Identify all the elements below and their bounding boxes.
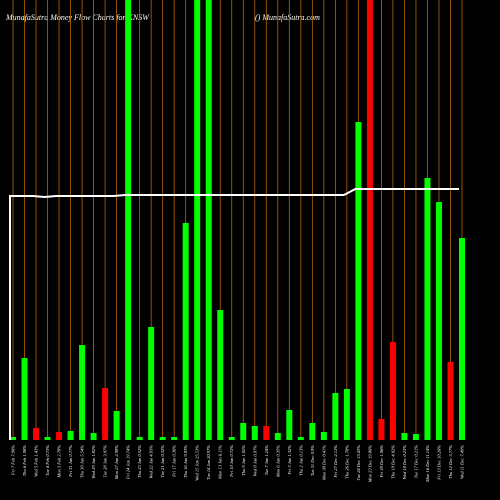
x-tick-label: Thu 19 Dec 4.02% — [390, 445, 395, 479]
x-tick-label: Thu 26 Dec 1.78% — [344, 445, 349, 479]
x-tick-label: Wed 8 Jan 0.97% — [252, 445, 257, 477]
bar — [263, 426, 270, 440]
x-tick-label: Fri 17 Jan 0.36% — [172, 445, 177, 478]
x-tick-label: Mon 23 Dec 19.86% — [367, 445, 372, 483]
x-tick-label: Thu 6 Feb 1.98% — [22, 445, 27, 476]
bar — [90, 433, 97, 440]
x-tick-label: Mon 30 Dec 0.41% — [321, 445, 326, 481]
bar — [240, 423, 247, 440]
bar — [217, 310, 224, 440]
x-tick-label: Mon 27 Jan 2.98% — [114, 445, 119, 480]
bar — [148, 327, 155, 440]
x-tick-label: Mon 6 Jan 0.35% — [275, 445, 280, 478]
bar — [412, 434, 419, 440]
x-tick-label: Wed 11 Dec 7.49% — [460, 445, 465, 479]
x-tick-label: Mon 13 Jan 6.11% — [218, 445, 223, 480]
bar — [378, 419, 385, 440]
x-tick-label: Fri 20 Dec 1.06% — [379, 445, 384, 479]
bar — [194, 0, 201, 440]
bar — [435, 202, 442, 440]
x-tick-label: Wed 15 Jan 25.53% — [195, 445, 200, 481]
bar — [10, 437, 16, 440]
bar — [447, 362, 454, 440]
x-tick-label: Thu 12 Dec 3.77% — [448, 445, 453, 479]
x-tick-label: Wed 5 Feb 1.43% — [34, 445, 39, 477]
chart-subtitle: () MunafaSutra.com — [255, 13, 320, 22]
x-tick-label: Thu 16 Jan 9.03% — [183, 445, 188, 478]
x-tick-label: Thu 30 Jan 5.54% — [80, 445, 85, 478]
x-tick-label: Wed 29 Jan 1.82% — [91, 445, 96, 479]
x-tick-label: Tue 24 Dec 13.43% — [356, 445, 361, 481]
bar — [33, 428, 40, 440]
x-tick-label: Tue 7 Jan 1.24% — [264, 445, 269, 475]
bar — [79, 345, 86, 440]
x-tick-label: Tue 4 Feb 0.73% — [45, 445, 50, 476]
x-tick-label: Mon 3 Feb 2.78% — [57, 445, 62, 479]
bar — [297, 437, 304, 440]
bar — [182, 223, 189, 440]
x-tick-label: Tue 14 Jan 20.97% — [206, 445, 211, 480]
bar — [286, 410, 293, 440]
x-tick-label: Fri 7 Feb 7.96% — [11, 445, 16, 476]
x-tick-label: Thu 23 Jan 0.52% — [137, 445, 142, 478]
bar — [389, 342, 396, 440]
bar — [159, 437, 166, 440]
bar — [171, 437, 178, 440]
bar — [401, 433, 408, 440]
x-tick-label: Fri 24 Jan 19.74% — [126, 445, 131, 480]
bar — [205, 0, 212, 440]
bar — [251, 426, 258, 440]
x-tick-label: Fri 10 Jan 0.72% — [229, 445, 234, 478]
bar — [67, 431, 74, 440]
bar — [274, 433, 281, 440]
plot-area — [9, 0, 465, 440]
bar — [44, 437, 51, 440]
x-tick-label: Fri 13 Dec 10.26% — [436, 445, 441, 481]
bar — [459, 238, 465, 440]
x-tick-label: Thu 9 Jan 1.02% — [241, 445, 246, 476]
bar — [21, 358, 28, 440]
x-tick-label: Tue 31 Dec 0.9% — [310, 445, 315, 476]
bar — [309, 423, 316, 440]
bar — [102, 388, 109, 440]
x-tick-label: Fri 27 Dec 2.12% — [333, 445, 338, 479]
x-tick-label: Tue 21 Jan 0.32% — [160, 445, 165, 478]
x-tick-label: Mon 16 Dec 11.14% — [425, 445, 430, 483]
bar — [228, 437, 235, 440]
bar — [366, 0, 373, 440]
bar — [424, 178, 431, 440]
x-tick-label: Thu 2 Jan 0.13% — [298, 445, 303, 476]
x-tick-label: Wed 22 Jan 4.93% — [149, 445, 154, 479]
bar — [113, 411, 120, 440]
bar — [56, 432, 63, 440]
money-flow-line — [9, 188, 459, 440]
bar — [355, 122, 362, 440]
x-tick-label: Tue 28 Jan 3.07% — [103, 445, 108, 478]
x-tick-label: Fri 31 Jan 0.77% — [68, 445, 73, 478]
x-tick-label: Tue 17 Dec 0.21% — [413, 445, 418, 478]
bar — [320, 432, 327, 440]
bar — [343, 389, 350, 440]
bar — [332, 393, 339, 440]
chart-title: MunafaSutra Money Flow Charts for KNSW — [5, 13, 150, 22]
bar — [125, 0, 132, 440]
bar — [136, 437, 143, 440]
x-tick-label: Wed 18 Dec 0.23% — [402, 445, 407, 480]
x-tick-label: Fri 3 Jan 1.32% — [287, 445, 292, 476]
